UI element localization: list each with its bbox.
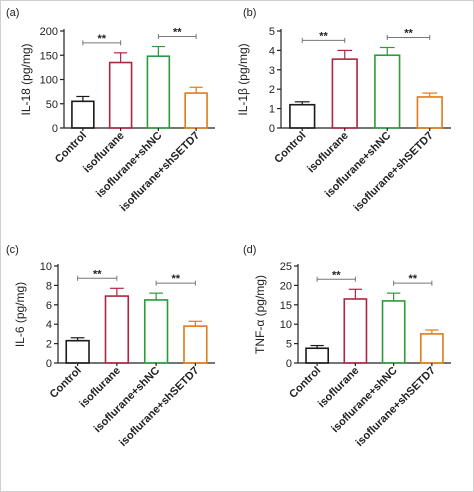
y-tick-label: 200 [40,26,58,38]
y-tick-label: 4 [269,45,275,57]
y-tick-label: 15 [280,300,292,312]
bar-isoflurane-shnc [374,54,401,129]
y-tick-label: 6 [46,300,52,312]
x-tick-label: Control [272,130,308,166]
y-axis-label: TNF-α (pg/mg) [253,275,267,354]
y-axis-label: IL-18 (pg/mg) [19,43,33,115]
y-tick-label: 20 [280,280,292,292]
bar-isoflurane-shsetd7 [416,96,443,129]
bar-isoflurane-shsetd7 [419,333,444,364]
y-tick-label: 3 [269,65,275,77]
bar-control [65,339,90,364]
panel-label: (b) [243,7,256,19]
y-tick-label: 5 [286,339,292,351]
significance-label: ** [332,269,341,281]
panel-label: (c) [6,244,19,256]
y-tick-label: 8 [46,280,52,292]
y-tick-label: 10 [280,319,292,331]
y-tick-label: 25 [280,261,292,273]
y-tick-label: 4 [46,319,52,331]
y-tick-label: 100 [40,75,58,87]
x-tick-label: isoflurane+shSETD7 [354,365,438,449]
bar-isoflurane-shnc [143,299,169,364]
y-tick-label: 50 [46,99,58,111]
bar-isoflurane-shnc [146,55,171,129]
y-tick-label: 1 [269,104,275,116]
chart-panel: (b) IL-1β (pg/mg) 0 1 2 3 4 5 Controlisofluranei… [236,7,451,214]
x-tick-label: isoflurane+shNC [94,130,165,201]
x-tick-label: isoflurane+shSETD7 [352,130,436,214]
significance-label: ** [97,33,106,45]
significance-label: ** [408,273,417,285]
x-tick-label: isoflurane+shSETD7 [117,365,201,449]
y-tick-label: 2 [46,339,52,351]
y-tick-label: 0 [269,123,275,135]
bar-control [289,103,316,129]
bar-isoflurane [104,295,130,364]
y-tick-label: 10 [40,261,52,273]
bar-isoflurane [108,61,133,129]
x-tick-label: isoflurane+shNC [329,365,400,436]
bar-isoflurane-shsetd7 [183,325,208,364]
bar-isoflurane [343,298,368,364]
x-tick-label: Control [53,130,89,166]
bar-isoflurane-shsetd7 [184,92,208,129]
bar-isoflurane-shnc [381,300,406,364]
y-tick-label: 5 [269,26,275,38]
y-tick-label: 2 [269,84,275,96]
chart-panel: (a) IL-18 (pg/mg) 0 50 100 150 200 Controlisofl… [6,7,215,214]
y-tick-label: 0 [46,358,52,370]
panel-label: (d) [243,244,256,256]
x-tick-label: isoflurane+shNC [92,365,163,436]
significance-label: ** [171,273,180,285]
y-axis-label: IL-1β (pg/mg) [236,43,250,115]
panel-label: (a) [6,7,19,19]
y-axis-label: IL-6 (pg/mg) [13,282,27,347]
x-tick-label: isoflurane [305,130,351,176]
y-tick-label: 0 [286,358,292,370]
bar-control [71,100,95,129]
bar-isoflurane [331,58,358,129]
chart-panel: (c)IL-6 (pg/mg)0246810Controlisofluranei… [6,244,215,449]
significance-label: ** [319,30,328,42]
significance-label: ** [404,27,413,39]
significance-label: ** [93,268,102,280]
significance-label: ** [173,27,182,39]
y-tick-label: 150 [40,50,58,62]
x-tick-label: Control [287,365,323,401]
x-tick-label: Control [48,365,84,401]
y-tick-label: 0 [52,123,58,135]
bar-control [305,347,330,364]
chart-panel: (d)TNF-α (pg/mg)0510152025Controlisoflur… [243,244,451,449]
